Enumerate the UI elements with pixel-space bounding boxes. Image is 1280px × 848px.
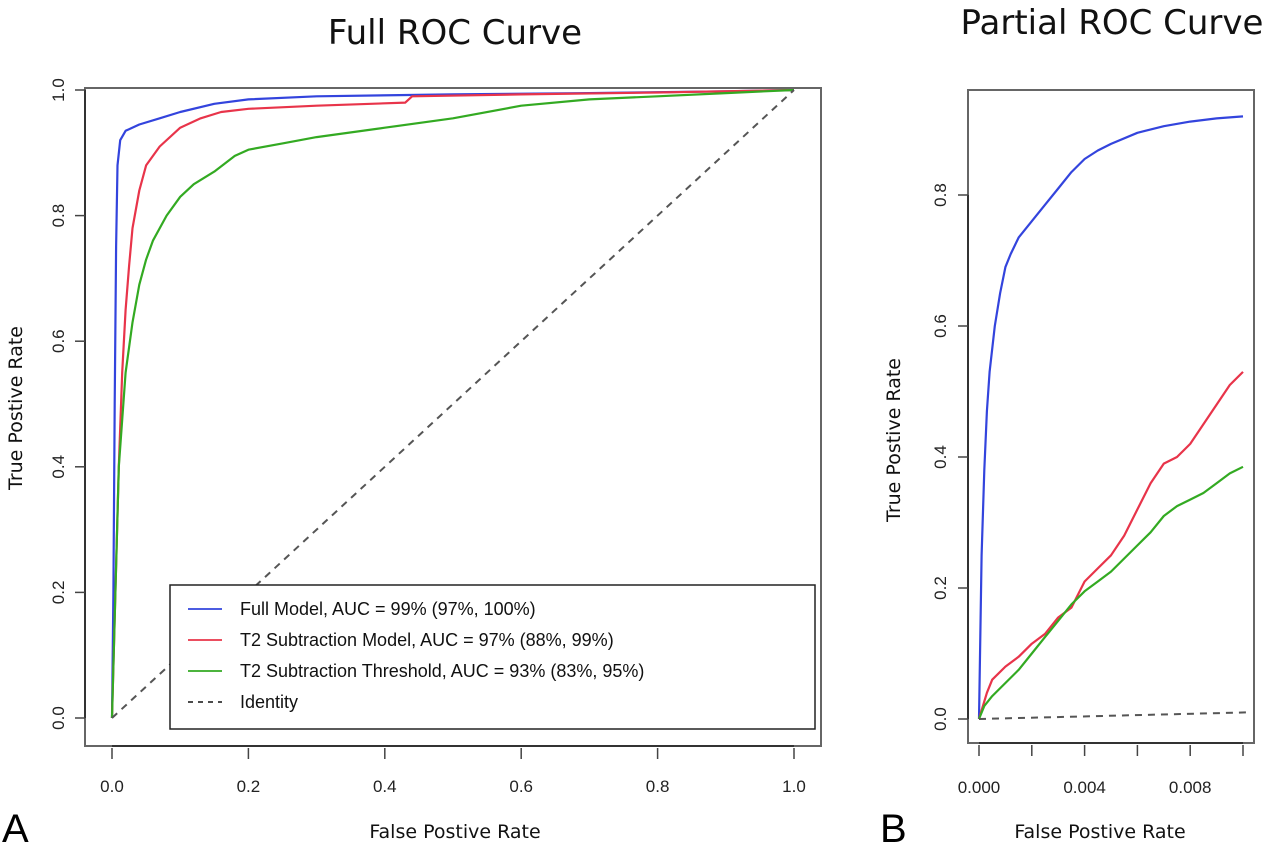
x-tick-label: 0.008 [1169,778,1212,797]
y-tick-label: 0.6 [931,314,950,338]
y-tick-label: 0.4 [49,455,68,479]
x-tick-label: 0.8 [646,777,670,796]
legend-box [169,584,816,730]
legend-item: Identity [188,692,298,712]
series-line-identity [111,89,795,719]
y-tick-label: 0.8 [931,183,950,207]
plot-frame-b [967,89,1255,744]
y-axis-b: 0.0 0.2 0.4 0.6 0.8 [931,183,969,731]
x-tick-label: 1.0 [782,777,806,796]
full-roc-panel: Full ROC Curve 0.0 0.2 0.4 0.6 0.8 1.0 0.0 0.2… [2,13,822,848]
y-tick-label: 0.0 [49,706,68,730]
series-group-a [110,88,795,719]
x-axis-label-b: False Postive Rate [1014,821,1185,843]
y-tick-label: 0.2 [49,581,68,605]
y-tick-label: 0.4 [931,445,950,469]
x-tick-label: 0.0 [100,777,124,796]
series-line-full-model [977,115,1244,720]
y-axis-label-a: True Postive Rate [5,326,27,491]
legend-label: T2 Subtraction Model, AUC = 97% (88%, 99… [240,630,614,650]
y-tick-label: 0.6 [49,329,68,353]
series-group-b [977,115,1251,720]
series-line-t2-subtraction-threshold [977,465,1244,720]
y-axis-label-b: True Postive Rate [883,358,905,523]
panel-label-a: A [2,807,29,848]
legend-item: T2 Subtraction Threshold, AUC = 93% (83%… [188,661,644,681]
legend-item: T2 Subtraction Model, AUC = 97% (88%, 99… [188,630,614,650]
x-tick-label: 0.6 [509,777,533,796]
partial-roc-title: Partial ROC Curve [961,3,1264,43]
y-tick-label: 0.2 [931,576,950,600]
x-tick-label: 0.004 [1063,778,1106,797]
series-line-t2-subtraction-model [977,371,1244,720]
y-tick-label: 1.0 [49,78,68,102]
legend-label: Identity [240,692,298,712]
y-tick-label: 0.0 [931,707,950,731]
x-tick-label: 0.4 [373,777,397,796]
y-axis-a: 0.0 0.2 0.4 0.6 0.8 1.0 [49,78,86,730]
x-axis-label-a: False Postive Rate [369,821,540,843]
legend: Full Model, AUC = 99% (97%, 100%) T2 Subt… [169,584,816,730]
y-tick-label: 0.8 [49,204,68,228]
legend-label: T2 Subtraction Threshold, AUC = 93% (83%… [240,661,644,681]
legend-item: Full Model, AUC = 99% (97%, 100%) [188,599,536,619]
series-line-t2-subtraction-model [110,88,795,719]
series-line-t2-subtraction-threshold [110,88,795,719]
full-roc-title: Full ROC Curve [328,13,582,53]
panel-label-b: B [880,807,907,848]
x-axis-b: 0.000 0.004 0.008 [958,742,1244,797]
series-line-identity [978,711,1251,720]
x-tick-label: 0.2 [237,777,261,796]
x-tick-label: 0.000 [958,778,1001,797]
legend-label: Full Model, AUC = 99% (97%, 100%) [240,599,536,619]
x-axis-a: 0.0 0.2 0.4 0.6 0.8 1.0 [100,745,806,796]
partial-roc-panel: Partial ROC Curve 0.00.20.40.60.8 0.000 0… [880,3,1263,848]
